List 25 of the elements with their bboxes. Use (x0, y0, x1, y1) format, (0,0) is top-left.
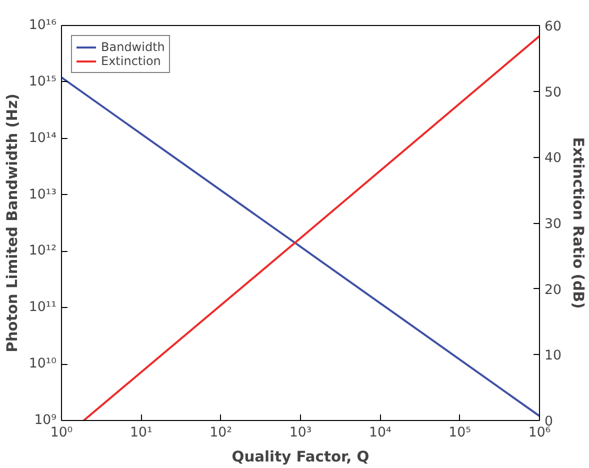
y2-tick-label: 50 (544, 85, 562, 100)
x-tick-label: 10⁵ (448, 426, 471, 440)
y-axis-title: Photon Limited Bandwidth (Hz) (4, 94, 21, 352)
legend-label: Bandwidth (101, 40, 165, 54)
y-tick-label: 10¹⁰ (28, 356, 57, 372)
y-tick-label: 10¹⁶ (28, 18, 57, 33)
y2-tick-label: 30 (544, 217, 562, 232)
y-tick-label: 10¹⁴ (28, 130, 57, 146)
y-tick-label: 10¹⁵ (28, 74, 57, 90)
x-tick-label: 10³ (289, 426, 312, 440)
legend-label: Extinction (101, 54, 161, 68)
y2-axis-title: Extinction Ratio (dB) (569, 137, 586, 309)
y2-tick-label: 10 (544, 348, 562, 364)
y2-tick-label: 20 (544, 282, 562, 298)
y-tick-label: 10¹² (28, 244, 57, 259)
x-axis-title: Quality Factor, Q (232, 448, 370, 466)
y-tick-label: 10⁹ (34, 413, 57, 428)
y2-tick-label: 40 (544, 151, 562, 166)
x-tick-label: 10² (210, 426, 232, 440)
x-tick-label: 10⁰ (50, 426, 73, 440)
x-tick-label: 10⁴ (369, 426, 392, 440)
y-tick-label: 10¹¹ (28, 300, 57, 316)
x-tick-label: 10¹ (130, 426, 152, 440)
y-tick-label: 10¹³ (28, 187, 57, 202)
y2-tick-label: 60 (544, 20, 562, 34)
